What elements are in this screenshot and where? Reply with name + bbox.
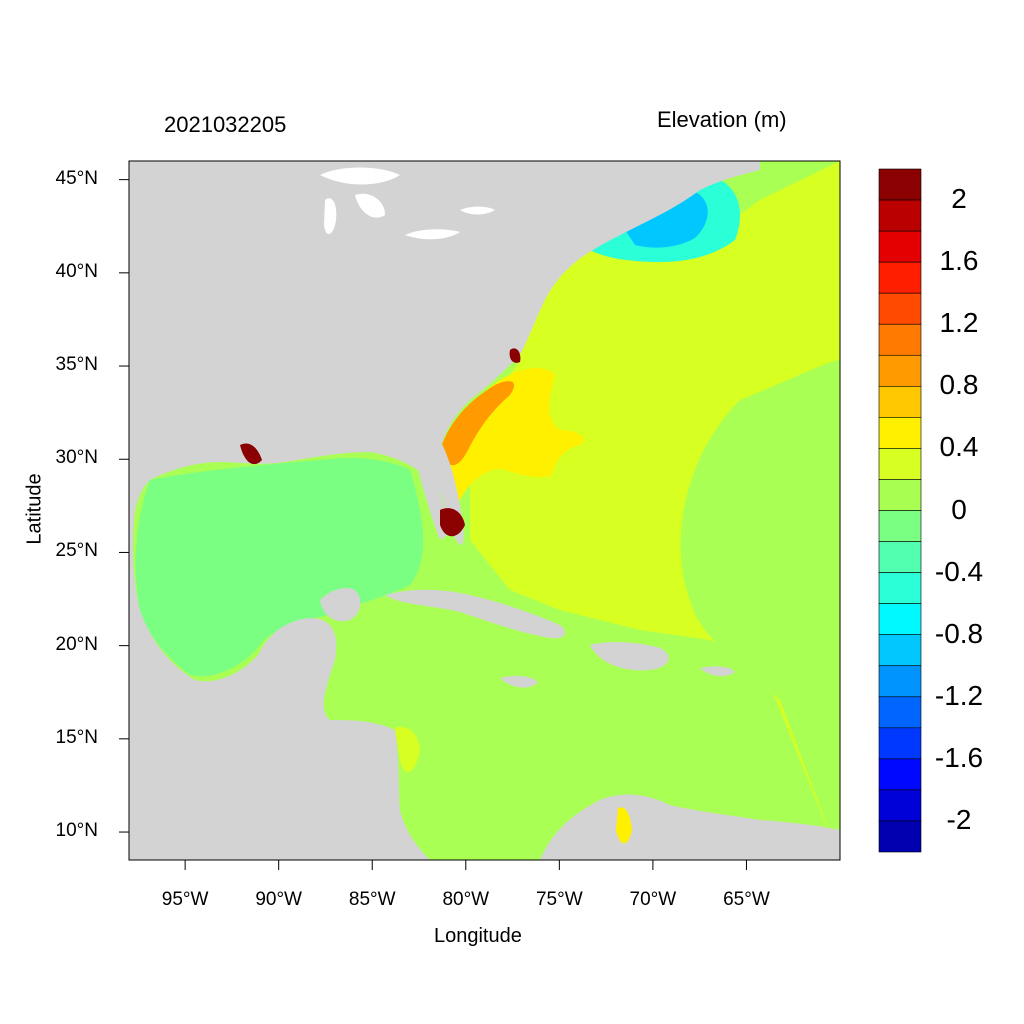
y-axis-label: Latitude (23, 473, 46, 545)
axis-ticks (119, 179, 747, 870)
lat-tick-label: 40°N (55, 260, 98, 282)
colorbar-swatch (878, 603, 922, 635)
colorbar-swatch (878, 665, 922, 698)
colorbar-swatch (878, 820, 922, 853)
ocean-atlantic (470, 161, 840, 860)
lake-superior (320, 167, 400, 185)
lake-erie (405, 229, 460, 240)
flood-louisiana (240, 443, 262, 465)
colorbar-label: 0.4 (939, 431, 979, 463)
colorbar-swatch (878, 572, 922, 604)
x-axis-label: Longitude (434, 925, 522, 947)
land-south-america (540, 794, 840, 860)
colorbar-swatch (878, 479, 922, 511)
lon-tick-label: 65°W (723, 889, 770, 910)
colorbar-label: 1.2 (939, 307, 979, 339)
land-yucatan (320, 588, 361, 622)
colorbar-label: -1.6 (934, 741, 984, 773)
land-hispaniola (590, 642, 669, 671)
lat-tick-label: 10°N (55, 820, 98, 842)
colorbar-swatch (878, 789, 922, 822)
surge-southeast-orange (440, 381, 515, 466)
plot-frame (128, 160, 841, 861)
colorbar-swatch (878, 448, 922, 480)
land-north-america (129, 161, 760, 540)
lat-tick-label: 30°N (55, 447, 98, 469)
ocean-atlantic-east (680, 360, 840, 860)
colorbar-swatch (878, 634, 922, 667)
colorbar-label: 2 (951, 183, 967, 215)
land-puerto-rico (700, 666, 735, 677)
lon-tick-label: 85°W (348, 889, 396, 910)
land (129, 161, 840, 860)
lon-tick-label: 90°W (255, 889, 302, 910)
colorbar-swatch (878, 386, 922, 418)
great-lakes (320, 167, 495, 240)
flood-markers (240, 348, 521, 537)
colorbar-swatch (878, 510, 922, 542)
colorbar-swatch (878, 261, 922, 294)
lat-tick-label: 45°N (55, 167, 98, 189)
colorbar-swatch (878, 323, 922, 356)
flood-carolina (509, 348, 521, 363)
land-central-america (129, 520, 430, 860)
flood-south-florida (440, 508, 465, 537)
colorbar-swatch (878, 230, 922, 263)
colorbar-swatch (878, 696, 922, 729)
gulf-of-mexico (135, 458, 424, 677)
surge-maracaibo (616, 807, 632, 844)
colorbar-swatch (878, 199, 922, 232)
lat-tick-label: 25°N (55, 540, 98, 562)
gulf-of-maine-core (625, 192, 708, 248)
colorbar-label: -2 (946, 803, 972, 835)
land-cuba (385, 589, 566, 639)
lon-tick-label: 95°W (161, 889, 209, 910)
lat-tick-label: 35°N (55, 354, 98, 376)
lon-tick-label: 80°W (442, 889, 490, 910)
lon-tick-label: 75°W (535, 889, 583, 910)
lake-michigan (324, 198, 337, 235)
colorbar-swatch (878, 541, 922, 573)
colorbar-label: 0 (951, 493, 967, 525)
colorbar-swatch (878, 168, 922, 201)
lake-ontario (460, 206, 495, 215)
lat-tick-label: 20°N (55, 633, 98, 655)
colorbar-swatch (878, 292, 922, 325)
lon-tick-label: 70°W (629, 889, 677, 910)
land-jamaica (500, 675, 538, 688)
colorbar-swatch (878, 758, 922, 791)
colorbar-label: -0.8 (934, 617, 984, 649)
colorbar-swatch (878, 727, 922, 760)
variable-title: Elevation (m) (657, 107, 787, 132)
colorbar (878, 168, 922, 853)
colorbar-swatch (878, 354, 922, 387)
colorbar-label: 1.6 (939, 245, 979, 277)
timestamp-title: 2021032205 (164, 112, 287, 137)
colorbar-label: -1.2 (934, 679, 984, 711)
colorbar-label: -0.4 (934, 555, 984, 587)
colorbar-swatch (878, 417, 922, 449)
lake-huron (355, 193, 385, 218)
lat-tick-label: 15°N (55, 726, 98, 748)
surge-nicaragua (395, 726, 420, 773)
colorbar-label: 0.8 (939, 369, 979, 401)
